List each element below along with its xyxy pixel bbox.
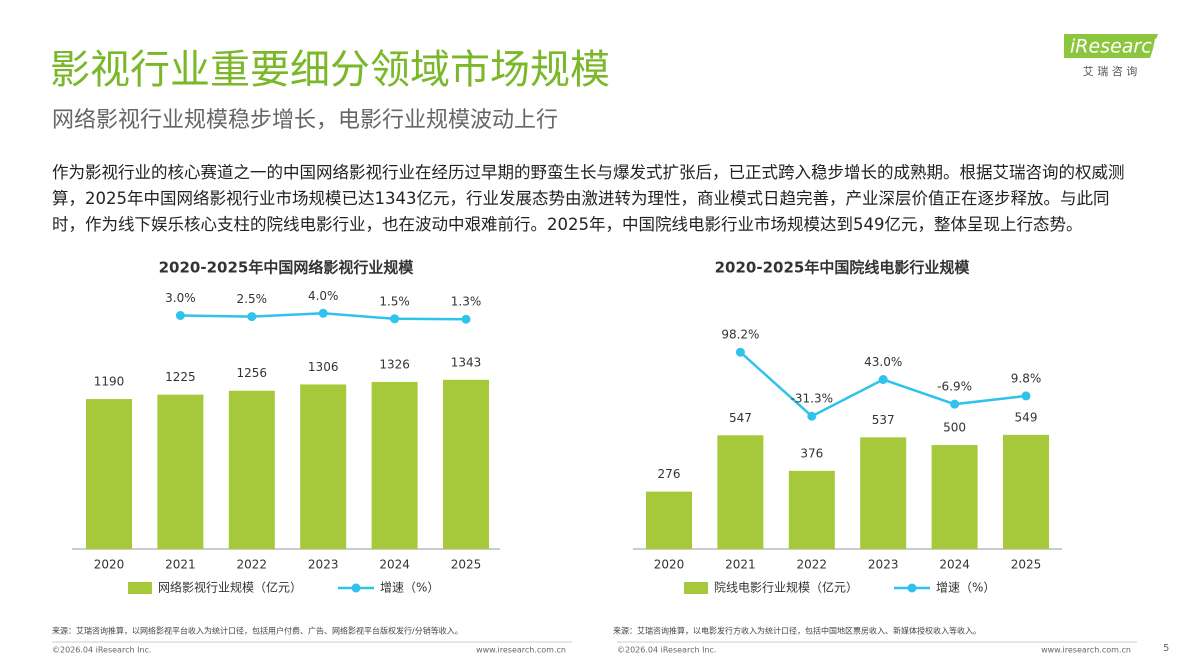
bar-label: 1306 [308,360,339,374]
legend-label: 网络影视行业规模（亿元） [158,580,302,595]
logo: iResearch [1070,36,1164,58]
x-tick-label: 2025 [451,558,482,572]
growth-label: 3.0% [165,291,196,305]
legend-dot [907,583,917,593]
bar-label: 500 [943,421,966,435]
chart-title: 2020-2025年中国网络影视行业规模 [159,259,415,277]
legend-label: 增速（%） [380,581,439,595]
subtitle: 网络影视行业规模稳步增长，电影行业规模波动上行 [52,108,558,133]
url: www.iresearch.com.cn [1041,646,1131,655]
growth-label: 1.3% [451,295,482,309]
x-tick-label: 2024 [939,558,970,572]
growth-label: 2.5% [237,292,268,306]
growth-point [1021,391,1031,401]
growth-label: 43.0% [864,355,902,369]
x-tick-label: 2025 [1011,558,1042,572]
bar [300,384,347,549]
x-tick-label: 2022 [237,558,268,572]
bar [717,435,764,549]
bar-label: 537 [872,413,895,427]
bar [1003,434,1049,549]
x-tick-label: 2023 [868,558,899,572]
bar-label: 1256 [237,366,268,380]
bar [371,381,418,549]
legend-label: 增速（%） [936,581,995,595]
page-number: 5 [1163,643,1169,654]
growth-point [878,375,888,385]
growth-point [735,347,745,357]
bar-label: 547 [729,411,752,425]
logo-bg [1064,34,1158,58]
legend-swatch [128,582,152,594]
legend-dot [351,583,361,593]
bar [157,394,204,549]
source: 来源：艾瑞咨询推算，以网络影视平台收入为统计口径，包括用户付费、广告、网络影视平… [52,626,463,636]
growth-point [247,312,257,322]
bar [931,445,978,549]
bar [228,390,275,549]
growth-label: 9.8% [1011,371,1042,385]
x-tick-label: 2020 [654,558,685,572]
copyright: ©2026.04 iResearch Inc. [617,646,716,655]
x-tick-label: 2021 [725,558,756,572]
bar-label: 1225 [165,370,196,384]
growth-label: -31.3% [791,392,833,406]
growth-point [807,411,817,421]
copyright: ©2026.04 iResearch Inc. [52,646,151,655]
bar [86,399,132,549]
growth-label: 1.5% [379,294,410,308]
growth-label: 98.2% [721,328,759,342]
growth-point [950,399,960,409]
x-tick-label: 2021 [165,558,196,572]
x-tick-label: 2020 [94,558,125,572]
chart-title: 2020-2025年中国院线电影行业规模 [715,259,971,277]
bar [788,470,835,549]
growth-point [461,314,471,324]
bar-label: 376 [800,446,823,460]
x-tick-label: 2022 [797,558,828,572]
bar-label: 1343 [451,355,482,369]
bar [860,437,907,549]
growth-point [175,311,185,321]
bar-label: 549 [1015,410,1038,424]
growth-label: 4.0% [308,289,339,303]
url: www.iresearch.com.cn [476,646,566,655]
bar [646,491,692,549]
logo-sub: 艾 瑞 咨 询 [1083,64,1138,78]
source: 来源：艾瑞咨询推算，以电影发行方收入为统计口径，包括中国地区票房收入、新媒体授权… [613,626,981,636]
title: 影视行业重要细分领域市场规模 [50,47,610,93]
legend-label: 院线电影行业规模（亿元） [714,580,858,595]
bar [443,379,489,549]
body-text: 作为影视行业的核心赛道之一的中国网络影视行业在经历过早期的野蛮生长与爆发式扩张后… [52,163,1125,234]
legend-swatch [684,582,708,594]
growth-point [318,308,328,318]
growth-point [390,314,400,324]
x-tick-label: 2023 [308,558,339,572]
x-tick-label: 2024 [379,558,410,572]
growth-label: -6.9% [937,380,972,394]
bar-label: 276 [658,467,681,481]
bar-label: 1190 [94,375,125,389]
bar-label: 1326 [379,357,410,371]
